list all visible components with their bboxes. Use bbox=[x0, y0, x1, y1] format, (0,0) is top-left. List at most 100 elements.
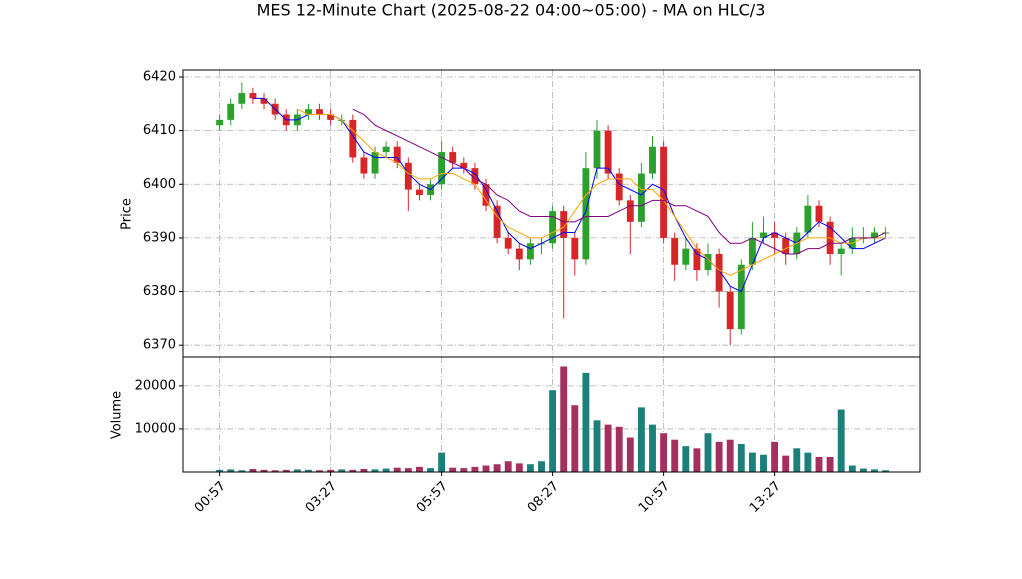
volume-bar bbox=[782, 455, 790, 472]
volume-bar bbox=[316, 470, 323, 472]
volume-bar bbox=[704, 433, 712, 472]
candle-body bbox=[693, 248, 701, 271]
volume-bar bbox=[571, 405, 579, 472]
candle-body bbox=[782, 237, 790, 255]
volume-bar bbox=[493, 464, 501, 472]
candle-body bbox=[582, 168, 590, 260]
volume-bar bbox=[526, 464, 534, 472]
y-tick-label: 6400 bbox=[143, 177, 176, 192]
volume-bar bbox=[293, 469, 301, 472]
candle-body bbox=[737, 264, 745, 330]
y-axis-label: Volume bbox=[110, 391, 125, 439]
ma-line bbox=[297, 108, 886, 277]
candle-body bbox=[837, 248, 845, 255]
volume-bar bbox=[460, 468, 468, 472]
candle-body bbox=[415, 189, 423, 195]
candle-body bbox=[815, 205, 823, 222]
y-tick-label: 10000 bbox=[135, 421, 176, 436]
volume-bar bbox=[660, 433, 668, 472]
volume-bar bbox=[549, 390, 557, 472]
volume-bar bbox=[760, 454, 767, 472]
y-tick-label: 6420 bbox=[143, 69, 176, 84]
volume-bar bbox=[737, 444, 745, 472]
volume-bar bbox=[304, 469, 312, 472]
ma-line bbox=[252, 97, 886, 293]
candle-body bbox=[238, 93, 246, 104]
volume-bar bbox=[371, 469, 379, 472]
volume-bar bbox=[271, 470, 279, 472]
volume-bar bbox=[804, 452, 812, 472]
volume-bar bbox=[693, 448, 701, 472]
volume-bar bbox=[338, 469, 346, 472]
volume-bar bbox=[471, 466, 479, 472]
candle-body bbox=[349, 119, 357, 158]
volume-bar bbox=[593, 420, 601, 472]
candle-body bbox=[571, 237, 579, 260]
volume-bar bbox=[427, 468, 434, 472]
volume-bar bbox=[393, 467, 401, 472]
volume-bar bbox=[349, 469, 357, 472]
candle-body bbox=[493, 205, 501, 238]
candle-body bbox=[760, 232, 767, 238]
volume-bar bbox=[482, 465, 490, 472]
candle-body bbox=[227, 103, 235, 120]
volume-bar bbox=[227, 469, 235, 472]
y-tick-label: 6380 bbox=[143, 284, 176, 299]
candle-body bbox=[549, 211, 557, 244]
candle-body bbox=[560, 211, 568, 238]
volume-bar bbox=[604, 424, 612, 472]
plot-frame bbox=[182, 356, 921, 473]
volume-bar bbox=[848, 465, 856, 472]
volume-bar bbox=[404, 468, 412, 472]
y-tick-label: 6370 bbox=[143, 338, 176, 353]
volume-bar bbox=[726, 439, 734, 472]
volume-bar bbox=[626, 437, 634, 472]
volume-bar bbox=[327, 469, 335, 472]
volume-bar bbox=[216, 469, 224, 472]
candle-body bbox=[637, 173, 645, 222]
volume-bar bbox=[438, 452, 446, 472]
candle-body bbox=[482, 184, 490, 206]
candle-body bbox=[460, 162, 468, 169]
candle-body bbox=[216, 119, 224, 126]
candle-body bbox=[671, 237, 679, 265]
volume-bar bbox=[682, 446, 690, 472]
volume-bar bbox=[415, 466, 423, 472]
candle-body bbox=[726, 291, 734, 330]
candle-body bbox=[660, 146, 668, 238]
volume-bar bbox=[449, 467, 457, 472]
candle-body bbox=[615, 173, 623, 201]
candle-body bbox=[515, 248, 523, 260]
volume-bar bbox=[282, 469, 290, 472]
candle-body bbox=[804, 205, 812, 233]
candle-body bbox=[748, 237, 756, 265]
candle-body bbox=[327, 114, 335, 120]
y-tick-label: 20000 bbox=[135, 378, 176, 393]
candle-body bbox=[404, 162, 412, 190]
volume-bar bbox=[238, 470, 246, 472]
candle-body bbox=[260, 98, 268, 104]
volume-bar bbox=[748, 452, 756, 472]
candle-body bbox=[526, 243, 534, 260]
volume-bar bbox=[560, 366, 568, 472]
candle-body bbox=[604, 130, 612, 174]
candle-body bbox=[371, 152, 379, 174]
volume-bar bbox=[504, 461, 512, 472]
volume-bar bbox=[771, 441, 779, 472]
volume-bar bbox=[637, 407, 645, 472]
volume-bar bbox=[826, 456, 834, 472]
volume-bar bbox=[382, 468, 390, 472]
y-tick-label: 6410 bbox=[143, 123, 176, 138]
candle-body bbox=[438, 152, 446, 185]
candle-body bbox=[360, 157, 368, 174]
volume-bar bbox=[260, 469, 268, 472]
candle-body bbox=[704, 254, 712, 271]
candle-body bbox=[304, 109, 312, 115]
candle-body bbox=[449, 152, 457, 163]
volume-bar bbox=[793, 448, 801, 472]
candle-body bbox=[593, 130, 601, 169]
volume-bar bbox=[859, 468, 867, 472]
volume-bar bbox=[360, 468, 368, 472]
candle-body bbox=[771, 232, 779, 238]
